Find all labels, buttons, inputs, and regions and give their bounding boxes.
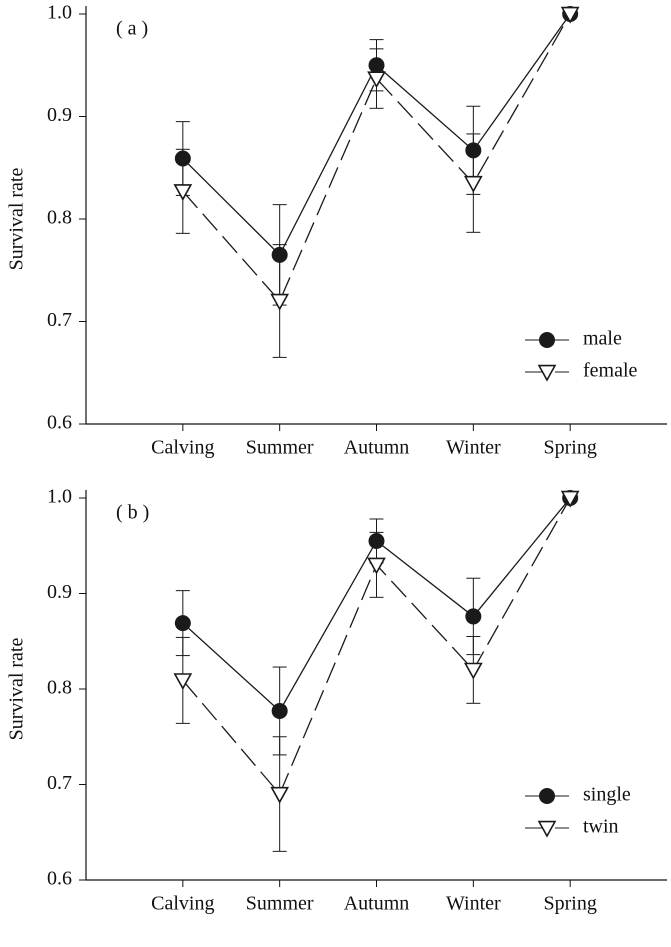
legend-label: female — [583, 360, 638, 382]
y-axis-label: Survival rate — [6, 168, 28, 271]
legend-label: single — [583, 784, 631, 806]
marker — [173, 184, 193, 201]
marker — [465, 608, 482, 625]
y-tick-label: 0.9 — [47, 581, 72, 603]
y-tick-label: 0.6 — [47, 868, 72, 890]
x-tick-label: Summer — [246, 437, 314, 459]
marker — [367, 71, 386, 89]
series-line — [182, 13, 571, 303]
marker — [537, 364, 557, 382]
marker — [539, 332, 555, 348]
y-tick-label: 0.8 — [47, 207, 72, 229]
annotation: ( b ) — [116, 502, 149, 524]
marker — [560, 490, 580, 508]
marker — [560, 6, 580, 24]
legend-label: twin — [583, 816, 619, 838]
x-tick-label: Spring — [543, 893, 596, 915]
y-tick-label: 1.0 — [47, 2, 72, 24]
y-tick-label: 0.6 — [47, 412, 72, 434]
y-tick-label: 0.9 — [47, 104, 72, 126]
x-tick-label: Calving — [151, 437, 214, 459]
x-tick-label: Summer — [246, 893, 314, 915]
y-axis-label: Survival rate — [6, 638, 28, 741]
y-tick-label: 0.8 — [47, 677, 72, 699]
legend-label: male — [583, 328, 622, 350]
x-tick-label: Autumn — [344, 437, 410, 459]
marker — [173, 673, 193, 691]
marker — [537, 820, 557, 838]
y-tick-label: 0.7 — [47, 309, 72, 331]
y-tick-label: 0.7 — [47, 772, 72, 794]
marker — [174, 615, 191, 632]
marker — [271, 702, 288, 719]
x-tick-label: Autumn — [344, 893, 410, 915]
marker — [367, 557, 386, 575]
marker — [463, 175, 483, 193]
y-tick-label: 1.0 — [47, 486, 72, 508]
x-tick-label: Winter — [446, 437, 501, 459]
marker — [270, 786, 290, 804]
marker — [539, 788, 555, 804]
marker — [270, 293, 290, 311]
annotation: ( a ) — [116, 18, 148, 40]
x-tick-label: Calving — [151, 893, 214, 915]
x-tick-label: Spring — [543, 437, 596, 459]
x-tick-label: Winter — [446, 893, 501, 915]
marker — [463, 662, 483, 680]
